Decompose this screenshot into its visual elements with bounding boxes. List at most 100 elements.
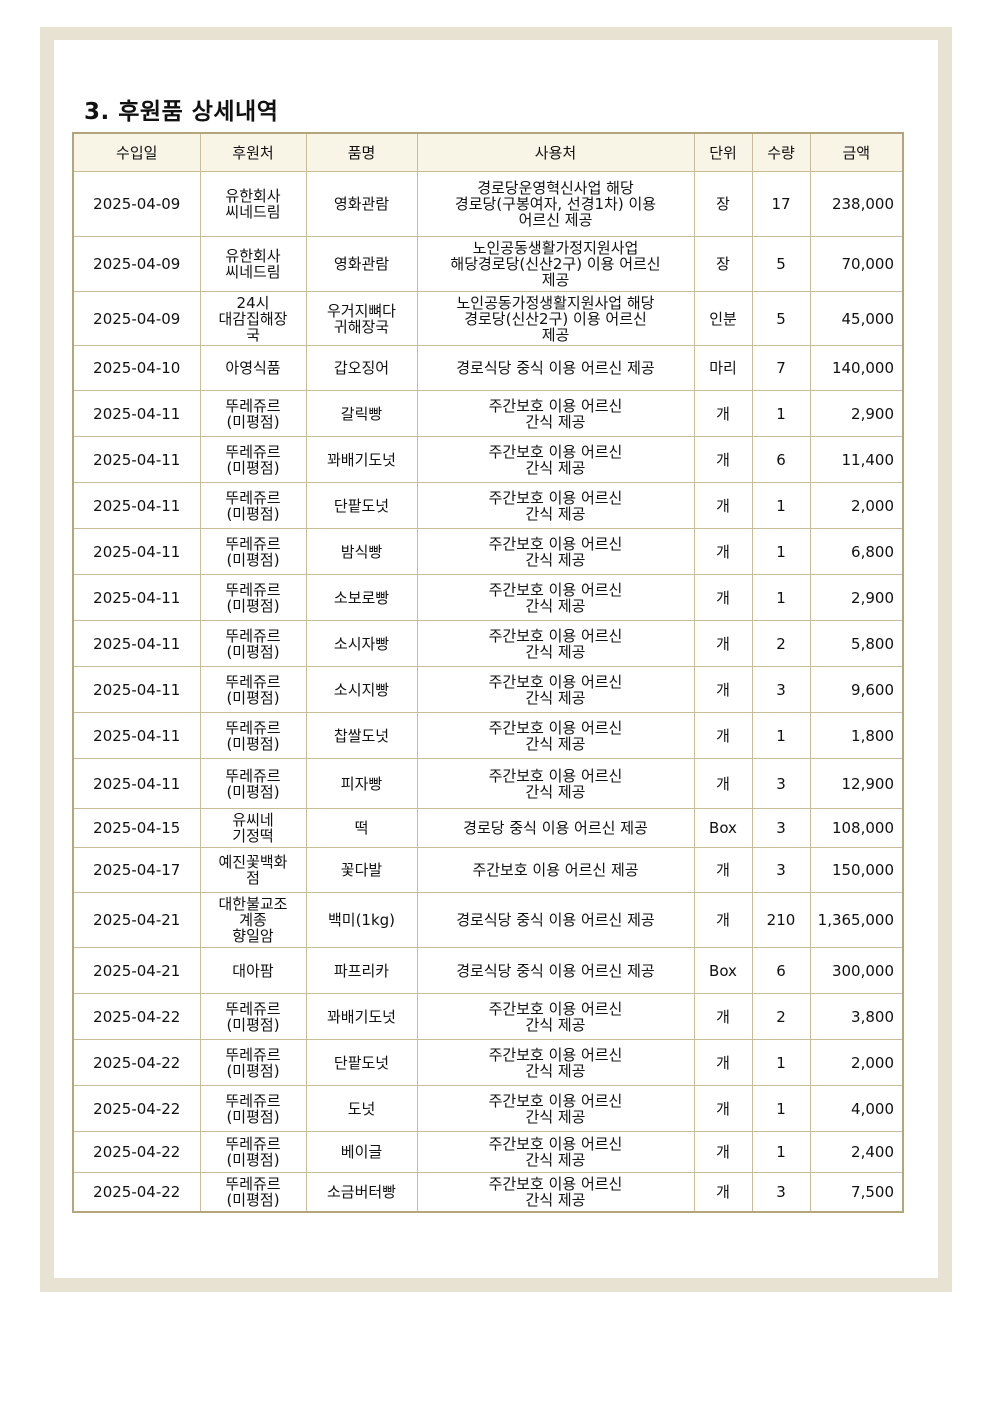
cell-amount: 12,900 xyxy=(809,758,904,809)
cell-date: 2025-04-09 xyxy=(72,236,201,292)
cell-item: 소시자빵 xyxy=(305,620,418,667)
cell-usage: 주간보호 이용 어르신 간식 제공 xyxy=(416,1039,695,1086)
cell-amount: 2,900 xyxy=(809,390,904,437)
cell-item: 소금버터빵 xyxy=(305,1172,418,1212)
cell-quantity: 1 xyxy=(751,528,811,575)
cell-amount: 108,000 xyxy=(809,808,904,848)
table-row: 2025-04-22 뚜레쥬르 (미평점) 단팥도넛 주간보호 이용 어르신 간식 제… xyxy=(72,1039,904,1086)
cell-item: 우거지뼈다 귀해장국 xyxy=(305,291,418,346)
cell-unit: 개 xyxy=(693,482,753,529)
cell-usage: 노인공동가정생활지원사업 해당 경로당(신산2구) 이용 어르신 제공 xyxy=(416,291,695,346)
cell-quantity: 1 xyxy=(751,712,811,759)
cell-unit: Box xyxy=(693,808,753,848)
cell-amount: 300,000 xyxy=(809,947,904,994)
cell-item: 단팥도넛 xyxy=(305,1039,418,1086)
cell-quantity: 3 xyxy=(751,847,811,893)
cell-item: 백미(1kg) xyxy=(305,892,418,948)
table-row: 2025-04-11 뚜레쥬르 (미평점) 갈릭빵 주간보호 이용 어르신 간식 제공… xyxy=(72,390,904,437)
table-row: 2025-04-09 유한회사 씨네드림 영화관람 노인공동생활가정지원사업 해당경로… xyxy=(72,236,904,292)
table-row: 2025-04-11 뚜레쥬르 (미평점) 밤식빵 주간보호 이용 어르신 간식 제공… xyxy=(72,528,904,575)
cell-amount: 140,000 xyxy=(809,345,904,391)
table-row: 2025-04-21 대아팜 파프리카 경로식당 중식 이용 어르신 제공 Box 6 30… xyxy=(72,947,904,994)
cell-date: 2025-04-17 xyxy=(72,847,201,893)
cell-donor: 뚜레쥬르 (미평점) xyxy=(199,482,307,529)
cell-unit: 개 xyxy=(693,574,753,621)
cell-usage: 경로식당 중식 이용 어르신 제공 xyxy=(416,892,695,948)
cell-item: 피자빵 xyxy=(305,758,418,809)
cell-item: 갑오징어 xyxy=(305,345,418,391)
cell-amount: 238,000 xyxy=(809,171,904,237)
cell-unit: Box xyxy=(693,947,753,994)
cell-quantity: 5 xyxy=(751,236,811,292)
header-usage: 사용처 xyxy=(416,132,695,172)
table-row: 2025-04-11 뚜레쥬르 (미평점) 소시자빵 주간보호 이용 어르신 간식 제… xyxy=(72,620,904,667)
cell-usage: 주간보호 이용 어르신 간식 제공 xyxy=(416,528,695,575)
cell-usage: 경로당운영혁신사업 해당 경로당(구봉여자, 선경1차) 이용 어르신 제공 xyxy=(416,171,695,237)
cell-usage: 주간보호 이용 어르신 간식 제공 xyxy=(416,390,695,437)
cell-usage: 주간보호 이용 어르신 간식 제공 xyxy=(416,666,695,713)
cell-date: 2025-04-11 xyxy=(72,390,201,437)
cell-item: 파프리카 xyxy=(305,947,418,994)
cell-usage: 경로식당 중식 이용 어르신 제공 xyxy=(416,947,695,994)
cell-usage: 주간보호 이용 어르신 간식 제공 xyxy=(416,482,695,529)
cell-donor: 뚜레쥬르 (미평점) xyxy=(199,666,307,713)
cell-usage: 주간보호 이용 어르신 제공 xyxy=(416,847,695,893)
cell-donor: 뚜레쥬르 (미평점) xyxy=(199,436,307,483)
table-row: 2025-04-10 아영식품 갑오징어 경로식당 중식 이용 어르신 제공 마리 7 14… xyxy=(72,345,904,391)
cell-unit: 개 xyxy=(693,1172,753,1212)
header-date: 수입일 xyxy=(72,132,201,172)
cell-usage: 주간보호 이용 어르신 간식 제공 xyxy=(416,1085,695,1132)
cell-amount: 1,365,000 xyxy=(809,892,904,948)
cell-date: 2025-04-11 xyxy=(72,482,201,529)
table-row: 2025-04-11 뚜레쥬르 (미평점) 소보로빵 주간보호 이용 어르신 간식 제… xyxy=(72,574,904,621)
cell-date: 2025-04-11 xyxy=(72,620,201,667)
cell-quantity: 1 xyxy=(751,1131,811,1173)
cell-quantity: 3 xyxy=(751,808,811,848)
cell-item: 단팥도넛 xyxy=(305,482,418,529)
cell-donor: 대한불교조 계종 향일암 xyxy=(199,892,307,948)
cell-item: 영화관람 xyxy=(305,171,418,237)
cell-quantity: 1 xyxy=(751,574,811,621)
cell-unit: 마리 xyxy=(693,345,753,391)
cell-quantity: 17 xyxy=(751,171,811,237)
cell-item: 꽃다발 xyxy=(305,847,418,893)
cell-item: 꽈배기도넛 xyxy=(305,436,418,483)
cell-item: 영화관람 xyxy=(305,236,418,292)
cell-date: 2025-04-22 xyxy=(72,1039,201,1086)
cell-usage: 주간보호 이용 어르신 간식 제공 xyxy=(416,620,695,667)
table-row: 2025-04-22 뚜레쥬르 (미평점) 소금버터빵 주간보호 이용 어르신 간식 … xyxy=(72,1172,904,1212)
cell-date: 2025-04-22 xyxy=(72,1172,201,1212)
cell-amount: 5,800 xyxy=(809,620,904,667)
cell-usage: 주간보호 이용 어르신 간식 제공 xyxy=(416,1131,695,1173)
cell-amount: 45,000 xyxy=(809,291,904,346)
cell-usage: 주간보호 이용 어르신 간식 제공 xyxy=(416,758,695,809)
cell-donor: 유한회사 씨네드림 xyxy=(199,171,307,237)
cell-quantity: 1 xyxy=(751,1085,811,1132)
cell-date: 2025-04-21 xyxy=(72,892,201,948)
cell-amount: 2,400 xyxy=(809,1131,904,1173)
cell-donor: 아영식품 xyxy=(199,345,307,391)
cell-amount: 7,500 xyxy=(809,1172,904,1212)
cell-unit: 장 xyxy=(693,236,753,292)
cell-quantity: 5 xyxy=(751,291,811,346)
cell-unit: 개 xyxy=(693,847,753,893)
cell-donor: 대아팜 xyxy=(199,947,307,994)
header-quantity: 수량 xyxy=(751,132,811,172)
cell-donor: 뚜레쥬르 (미평점) xyxy=(199,758,307,809)
header-item: 품명 xyxy=(305,132,418,172)
table-row: 2025-04-22 뚜레쥬르 (미평점) 꽈배기도넛 주간보호 이용 어르신 간식 … xyxy=(72,993,904,1040)
cell-usage: 주간보호 이용 어르신 간식 제공 xyxy=(416,574,695,621)
table-row: 2025-04-21 대한불교조 계종 향일암 백미(1kg) 경로식당 중식 이용 … xyxy=(72,892,904,948)
cell-quantity: 1 xyxy=(751,482,811,529)
cell-unit: 개 xyxy=(693,892,753,948)
header-amount: 금액 xyxy=(809,132,904,172)
cell-quantity: 3 xyxy=(751,666,811,713)
cell-quantity: 3 xyxy=(751,758,811,809)
cell-amount: 2,000 xyxy=(809,1039,904,1086)
cell-date: 2025-04-11 xyxy=(72,712,201,759)
cell-item: 갈릭빵 xyxy=(305,390,418,437)
table-row: 2025-04-11 뚜레쥬르 (미평점) 찹쌀도넛 주간보호 이용 어르신 간식 제… xyxy=(72,712,904,759)
cell-unit: 개 xyxy=(693,1039,753,1086)
table-row: 2025-04-22 뚜레쥬르 (미평점) 도넛 주간보호 이용 어르신 간식 제공 개… xyxy=(72,1085,904,1132)
cell-donor: 뚜레쥬르 (미평점) xyxy=(199,712,307,759)
